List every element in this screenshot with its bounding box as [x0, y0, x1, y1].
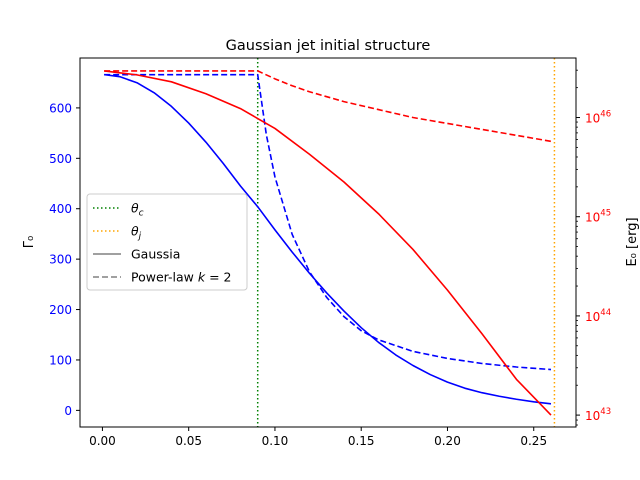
y2-tick-base: 10: [585, 112, 600, 126]
y-tick-label: 300: [49, 253, 72, 267]
legend-subscript: j: [137, 232, 142, 242]
legend-label: θc: [131, 201, 144, 219]
x-tick-label: 0.00: [89, 434, 116, 448]
legend-subscript: c: [139, 209, 144, 219]
axes: 0.00 0.05 0.10 0.15 0.20 0.25 0 100 200 300 400 500…: [49, 69, 611, 448]
y-tick-label: 0: [64, 404, 72, 418]
y-tick-label: 400: [49, 202, 72, 216]
y2-tick-exponent: 43: [600, 407, 611, 417]
y-tick-label: 100: [49, 353, 72, 367]
y2-tick-exponent: 45: [600, 209, 611, 219]
legend-label: Power-law k = 2: [131, 270, 231, 285]
legend-box: [86, 193, 248, 291]
y-tick-label: 500: [49, 152, 72, 166]
x-tick-label: 0.25: [520, 434, 547, 448]
plot-area: [104, 58, 556, 427]
chart-title: Gaussian jet initial structure: [226, 38, 431, 54]
y2-tick-label: 1045: [585, 209, 611, 225]
energy-power-law-line: [104, 70, 552, 143]
energy-gaussian-line: [104, 70, 552, 416]
x-tick-label: 0.10: [262, 434, 289, 448]
legend-text: Power-law: [131, 270, 198, 285]
y2-tick-label: 1044: [585, 308, 611, 324]
legend-label: Gaussia: [131, 247, 180, 262]
y-tick-label: 200: [49, 303, 72, 317]
y2-tick-exponent: 44: [600, 308, 611, 318]
plot-frame: [79, 57, 577, 428]
y2-tick-label: 1043: [585, 407, 611, 423]
x-tick-label: 0.05: [175, 434, 202, 448]
y2-tick-base: 10: [585, 409, 600, 423]
legend-symbol: θ: [131, 224, 139, 239]
legend-label: θj: [131, 224, 142, 242]
gamma-gaussian-line: [104, 73, 552, 405]
legend-text: = 2: [205, 270, 231, 285]
y2-tick-exponent: 46: [600, 110, 611, 120]
gamma-power-law-line: [104, 73, 552, 371]
y2-tick-base: 10: [585, 310, 600, 324]
legend-math: k: [198, 270, 206, 285]
x-tick-label: 0.15: [348, 434, 375, 448]
y2-tick-label: 1046: [585, 110, 611, 126]
x-tick-label: 0.20: [434, 434, 461, 448]
legend-symbol: θ: [131, 201, 139, 216]
y-tick-label: 600: [49, 101, 72, 115]
y2-tick-base: 10: [585, 211, 600, 225]
y-axis-label-left: Γ₀: [22, 236, 37, 248]
y-axis-label-right: E₀ [erg]: [625, 217, 640, 266]
